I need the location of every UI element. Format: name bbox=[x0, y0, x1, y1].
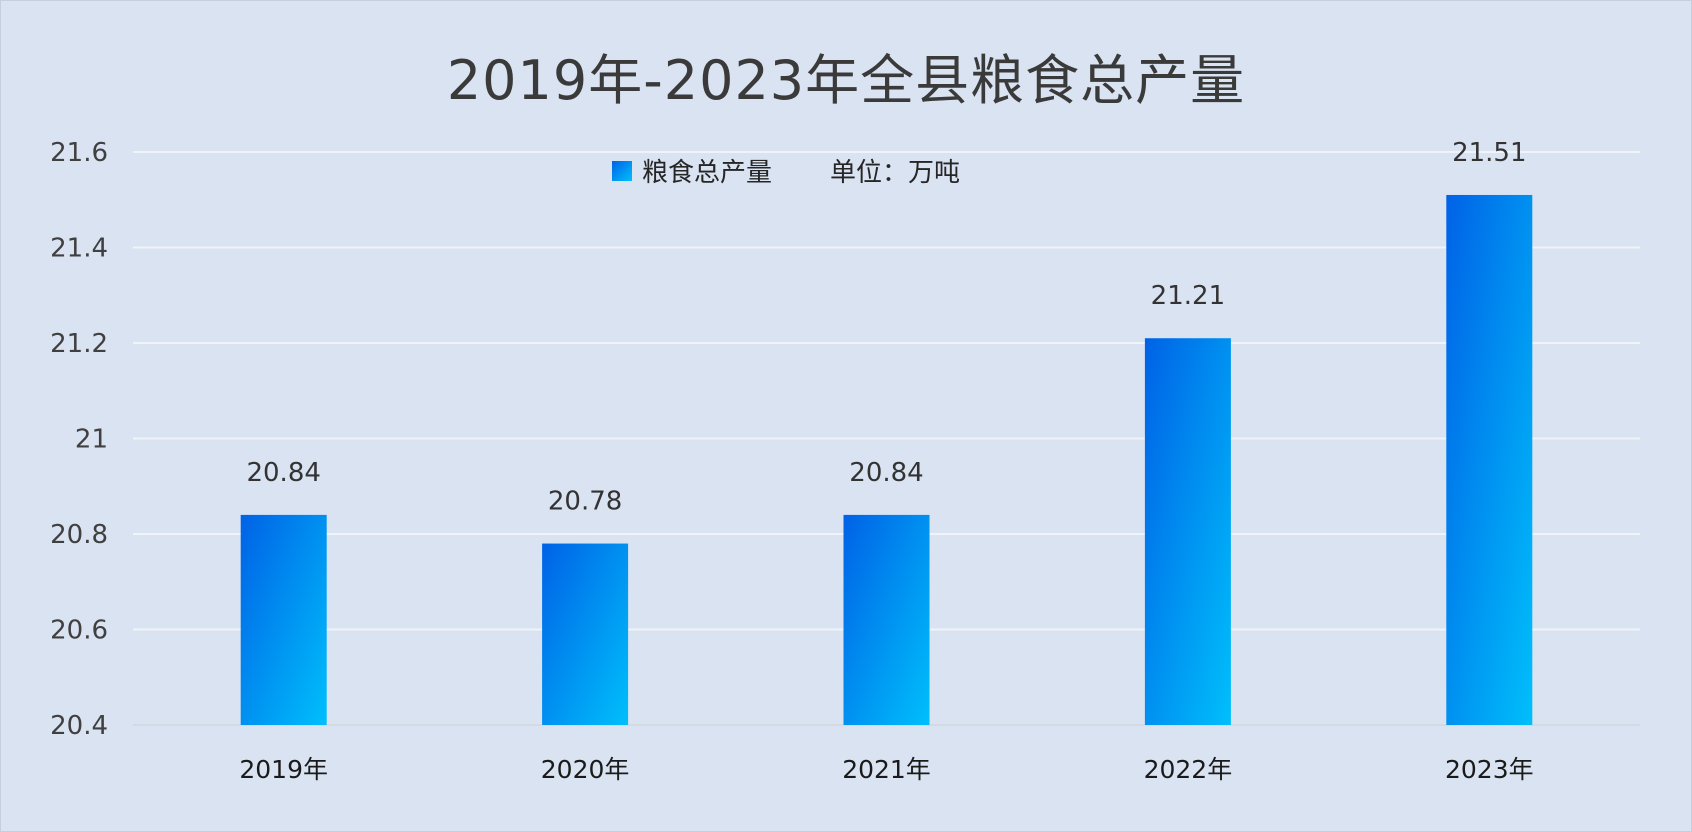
x-tick-label: 2020年 bbox=[541, 755, 630, 784]
legend-series-label: 粮食总产量 bbox=[642, 158, 773, 188]
y-tick-label: 20.4 bbox=[50, 711, 108, 741]
bar bbox=[843, 514, 930, 725]
legend: 粮食总产量 单位：万吨 bbox=[612, 152, 960, 189]
bar bbox=[542, 543, 629, 725]
y-tick-label: 21.6 bbox=[50, 138, 108, 168]
x-tick-label: 2021年 bbox=[842, 755, 931, 784]
y-axis-ticks: 20.4 20.6 20.8 21 21.2 21.4 21.6 bbox=[50, 138, 108, 741]
y-tick-label: 20.6 bbox=[50, 616, 108, 646]
bar bbox=[1144, 338, 1231, 725]
x-tick-label: 2019年 bbox=[239, 755, 328, 784]
data-label: 21.51 bbox=[1452, 138, 1526, 168]
data-label: 20.84 bbox=[849, 458, 923, 488]
x-tick-label: 2022年 bbox=[1144, 755, 1233, 784]
data-label: 20.78 bbox=[548, 487, 622, 517]
bar bbox=[1446, 194, 1533, 726]
x-axis-ticks: 2019年 2020年 2021年 2022年 2023年 bbox=[239, 755, 1533, 784]
data-labels: 20.84 20.78 20.84 21.21 21.51 bbox=[246, 138, 1526, 517]
chart-title: 2019年-2023年全县粮食总产量 bbox=[446, 49, 1246, 112]
bars bbox=[240, 194, 1533, 726]
x-tick-label: 2023年 bbox=[1445, 755, 1534, 784]
data-label: 20.84 bbox=[246, 458, 320, 488]
unit-note: 单位：万吨 bbox=[830, 158, 961, 188]
y-tick-label: 21.2 bbox=[50, 329, 108, 359]
y-tick-label: 21 bbox=[75, 425, 108, 455]
y-tick-label: 21.4 bbox=[50, 234, 108, 264]
y-tick-label: 20.8 bbox=[50, 520, 108, 550]
legend-swatch bbox=[612, 160, 632, 181]
bar bbox=[240, 514, 327, 725]
data-label: 21.21 bbox=[1151, 281, 1225, 311]
